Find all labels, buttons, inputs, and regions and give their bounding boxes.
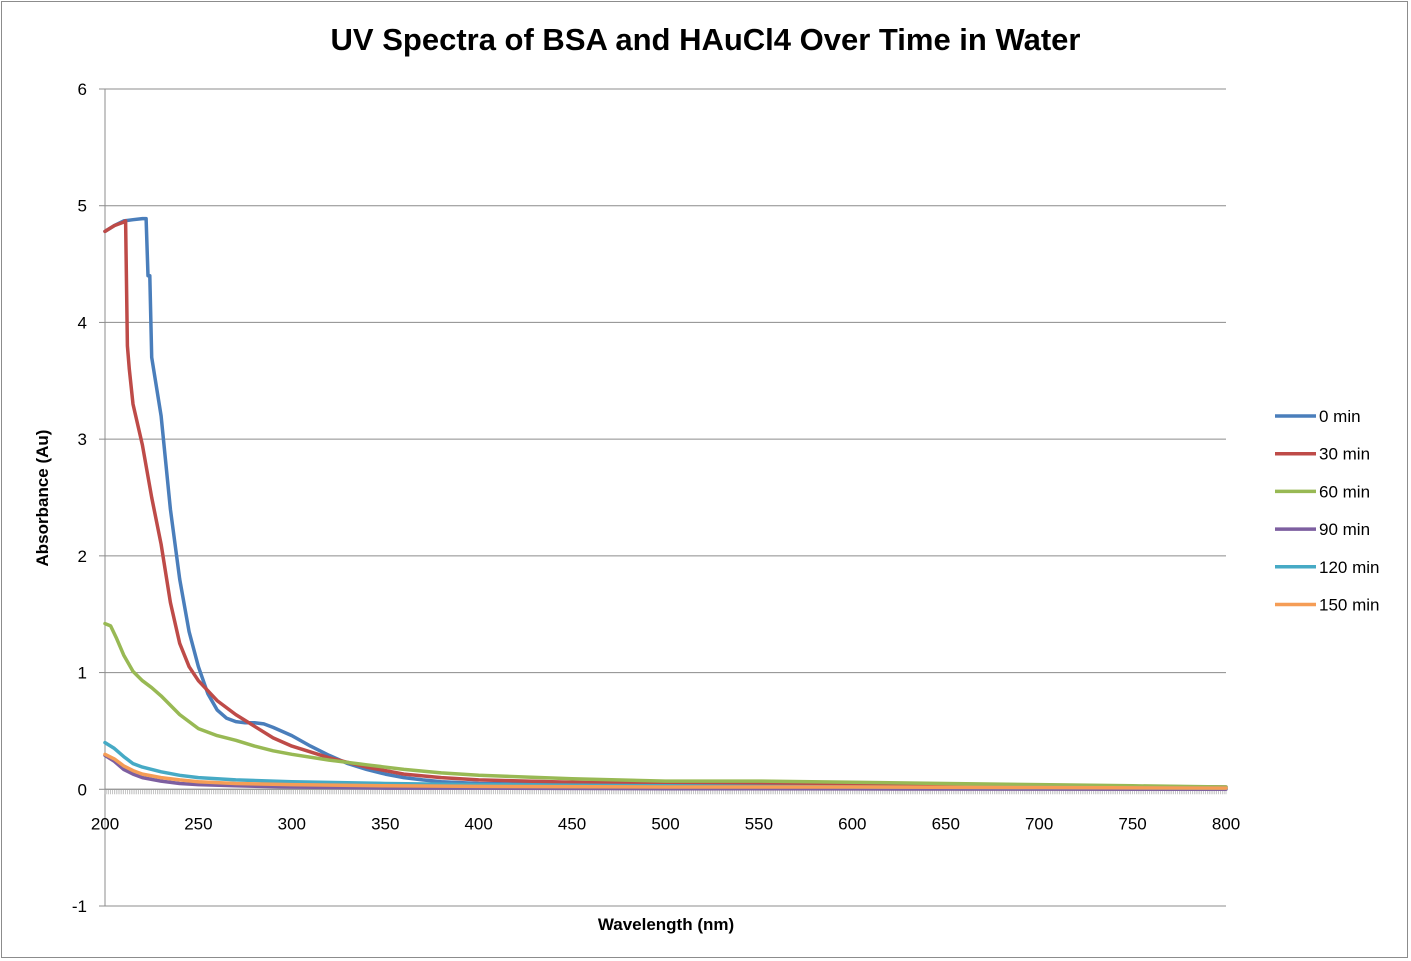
y-tick-label: 6 bbox=[78, 80, 87, 99]
x-tick-label: 600 bbox=[838, 814, 866, 833]
y-tick-labels: -1 0 1 2 3 4 5 6 bbox=[72, 80, 87, 916]
y-tick-label: 1 bbox=[78, 664, 87, 683]
x-tick-label: 550 bbox=[745, 814, 773, 833]
y-axis-title: Absorbance (Au) bbox=[33, 430, 52, 567]
x-tick-label: 350 bbox=[371, 814, 399, 833]
legend: 0 min 30 min 60 min 90 min 120 min 150 min bbox=[1275, 407, 1379, 615]
x-tick-label: 400 bbox=[464, 814, 492, 833]
y-tick-label: -1 bbox=[72, 897, 87, 916]
series-line-4 bbox=[103, 753, 1228, 792]
x-tick-label: 450 bbox=[558, 814, 586, 833]
x-tick-label: 650 bbox=[932, 814, 960, 833]
y-tick-label: 2 bbox=[78, 547, 87, 566]
legend-label: 30 min bbox=[1319, 445, 1370, 464]
x-tick-label: 800 bbox=[1212, 814, 1240, 833]
x-tick-label: 750 bbox=[1118, 814, 1146, 833]
legend-label: 0 min bbox=[1319, 407, 1361, 426]
legend-label: 120 min bbox=[1319, 558, 1379, 577]
y-tick-label: 0 bbox=[78, 780, 87, 799]
legend-label: 150 min bbox=[1319, 596, 1379, 615]
y-tick-label: 4 bbox=[78, 313, 87, 332]
x-axis-title: Wavelength (nm) bbox=[598, 915, 734, 934]
x-tick-label: 250 bbox=[184, 814, 212, 833]
x-tick-label: 700 bbox=[1025, 814, 1053, 833]
x-tick-label: 500 bbox=[651, 814, 679, 833]
x-tick-label: 200 bbox=[91, 814, 119, 833]
chart-title: UV Spectra of BSA and HAuCl4 Over Time i… bbox=[330, 22, 1081, 57]
y-tick-label: 5 bbox=[78, 197, 87, 216]
series-line-6 bbox=[103, 752, 1228, 790]
x-tick-labels: 200 250 300 350 400 450 500 550 600 650 700 750 800 bbox=[91, 814, 1240, 833]
x-tick-label: 300 bbox=[278, 814, 306, 833]
series-line-2 bbox=[103, 219, 1228, 789]
y-tick-label: 3 bbox=[78, 430, 87, 449]
series-line-1 bbox=[103, 216, 1228, 791]
legend-label: 60 min bbox=[1319, 482, 1370, 501]
series-line-3 bbox=[103, 621, 1228, 789]
legend-label: 90 min bbox=[1319, 520, 1370, 539]
series-lines bbox=[103, 216, 1228, 792]
